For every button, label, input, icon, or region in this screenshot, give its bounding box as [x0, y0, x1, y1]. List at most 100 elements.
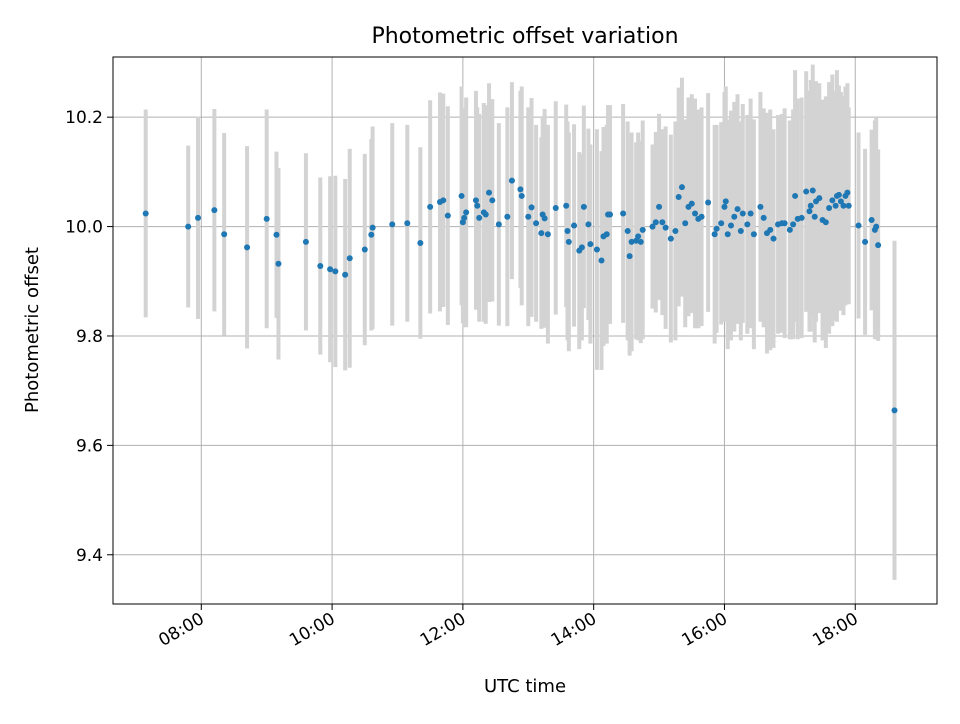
data-point [563, 202, 570, 209]
data-point [722, 198, 729, 205]
data-point [737, 227, 744, 234]
data-point [565, 238, 572, 245]
data-point [781, 220, 788, 227]
data-point [585, 221, 592, 228]
data-point [185, 223, 192, 230]
data-point [517, 186, 524, 193]
data-point [580, 203, 587, 210]
data-point [724, 231, 731, 238]
data-point [263, 215, 270, 222]
data-point [798, 214, 805, 221]
data-point [404, 220, 411, 227]
data-point [444, 212, 451, 219]
data-point [698, 213, 705, 220]
data-point [875, 242, 882, 249]
data-point [368, 231, 375, 238]
data-point [361, 246, 368, 253]
data-point [327, 266, 334, 273]
data-point [832, 202, 839, 209]
data-point [458, 192, 465, 199]
data-point [369, 224, 376, 231]
data-point [721, 203, 728, 210]
data-point [495, 221, 502, 228]
data-point [482, 211, 489, 218]
data-point [667, 235, 674, 242]
data-point [587, 241, 594, 248]
data-point [770, 235, 777, 242]
data-point [389, 221, 396, 228]
data-point [811, 213, 818, 220]
data-point [525, 213, 532, 220]
data-point [855, 222, 862, 229]
data-point [195, 214, 202, 221]
data-point [757, 203, 764, 210]
data-point [440, 197, 447, 204]
data-point [427, 203, 434, 210]
y-ticks: 9.4 9.6 9.8 10.0 10.2 [65, 108, 113, 566]
data-point [649, 223, 656, 230]
data-point [332, 268, 339, 275]
data-point [837, 198, 844, 205]
data-point [538, 230, 545, 237]
data-point [739, 210, 746, 217]
data-point [844, 189, 851, 196]
data-point [678, 184, 685, 191]
data-point [656, 203, 663, 210]
data-point [790, 221, 797, 228]
data-point [544, 231, 551, 238]
data-point [552, 204, 559, 211]
data-point [688, 200, 695, 207]
data-point [806, 208, 813, 215]
data-point [626, 253, 633, 260]
data-point [835, 191, 842, 198]
data-point [317, 262, 324, 269]
data-point [528, 204, 535, 211]
data-point [639, 226, 646, 233]
data-point [816, 195, 823, 202]
data-point [675, 194, 682, 201]
chart-title: Photometric offset variation [371, 24, 678, 49]
data-point [504, 213, 511, 220]
data-point [628, 238, 635, 245]
data-point [807, 202, 814, 209]
x-axis-label: UTC time [484, 676, 566, 697]
data-point [672, 227, 679, 234]
data-point [564, 227, 571, 234]
data-point [786, 226, 793, 233]
data-point [652, 219, 659, 226]
data-point [637, 238, 644, 245]
data-point [803, 188, 810, 195]
data-point [417, 239, 424, 246]
data-point [829, 197, 836, 204]
data-point [463, 209, 470, 216]
data-point [508, 177, 515, 184]
data-point [211, 207, 218, 214]
data-point [891, 407, 898, 414]
data-point [275, 260, 282, 267]
data-point [747, 210, 754, 217]
data-point [705, 199, 712, 206]
axes-frame [112, 56, 938, 605]
data-point [598, 257, 605, 264]
data-point [767, 226, 774, 233]
data-point [533, 220, 540, 227]
data-point [461, 214, 468, 221]
data-point [486, 189, 493, 196]
y-tick-label: 10.0 [65, 218, 103, 238]
y-tick-label: 9.8 [76, 327, 103, 347]
data-point [744, 221, 751, 228]
data-point [635, 233, 642, 240]
data-point [845, 202, 852, 209]
data-point [873, 223, 880, 230]
data-point [346, 255, 353, 262]
data-point [682, 220, 689, 227]
data-point [728, 222, 734, 229]
data-point [868, 217, 875, 224]
data-point [518, 192, 525, 199]
data-point [541, 215, 548, 222]
data-point [862, 238, 869, 245]
data-point [472, 197, 479, 204]
data-point [718, 220, 725, 227]
data-point [342, 271, 349, 278]
